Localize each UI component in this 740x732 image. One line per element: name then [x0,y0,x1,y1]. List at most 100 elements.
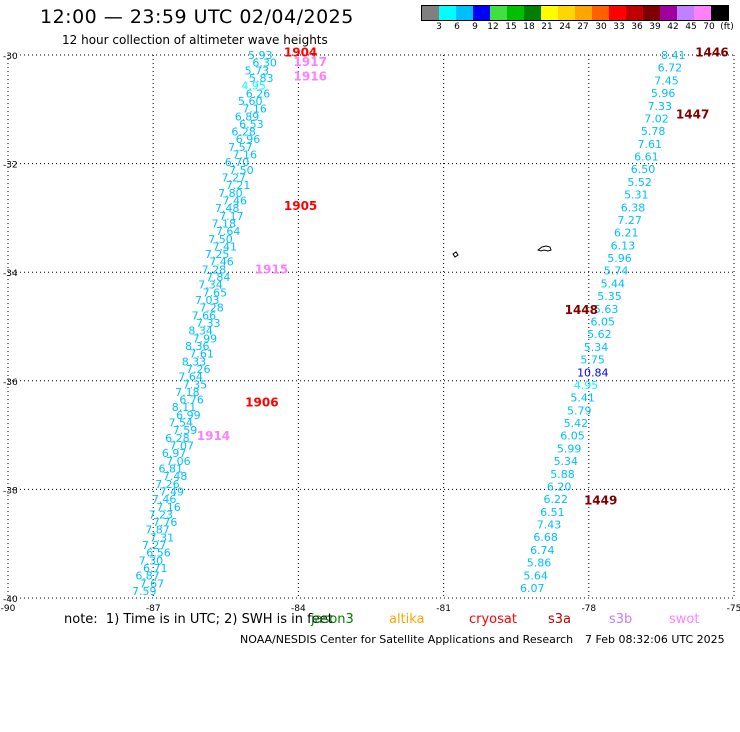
generated-timestamp: 7 Feb 08:32:06 UTC 2025 [585,633,725,646]
wave-height-value: 7.65 [203,286,228,299]
legend-swatch [456,6,473,20]
wave-height-value: 7.61 [189,348,214,361]
legend-swatch [439,6,456,20]
wave-height-value: 6.21 [614,227,639,240]
wave-height-value: 5.63 [594,303,619,316]
satellite-name-swot: swot [669,612,700,627]
legend-label: 9 [472,22,478,32]
legend-swatch [575,6,592,20]
wave-height-value: 5.83 [249,72,274,85]
map-subtitle: 12 hour collection of altimeter wave hei… [62,33,328,47]
wave-height-value: 6.68 [533,531,558,544]
wave-height-value: 7.25 [205,248,230,261]
wave-height-value: 5.99 [557,442,582,455]
wave-height-value: 6.61 [634,151,659,164]
wave-height-value: 7.27 [617,214,642,227]
longitude-label: -87 [146,604,161,614]
wave-height-value: 7.07 [169,440,194,453]
wave-height-value: 7.27 [142,539,167,552]
wave-height-value: 6.20 [547,480,572,493]
wave-height-value: 7.34 [198,279,223,292]
legend-label: 12 [487,22,499,32]
wave-height-value: 8.36 [185,340,210,353]
wave-height-map: -30 -32 -34 -36 -38 -40-90 -87 -84 -81 -78 -75 5.9… [1,45,740,614]
wave-height-value: 6.74 [530,544,555,557]
wave-height-value: 7.84 [206,271,231,284]
wave-height-value: 6.28 [165,432,190,445]
axis-labels: -30 -32 -34 -36 -38 -40-90 -87 -84 -81 -78 -75 [1,52,740,614]
pass-time-label: 1448 [565,303,598,317]
wave-height-value: 8.41 [661,49,686,62]
wave-height-value: 5.52 [627,176,652,189]
wave-height-value: 7.50 [208,233,233,246]
pass-time-label: 1906 [245,396,278,410]
wave-height-value: 7.57 [228,141,253,154]
wave-height-value: 6.30 [252,57,276,70]
note-prefix: note: 1) Time is in UTC; 2) SWH is in fe… [64,612,333,627]
wave-height-value: 5.41 [570,392,595,405]
wave-height-value: 7.16 [232,149,257,162]
wave-height-value: 8.33 [182,355,207,368]
legend-label: 27 [577,22,589,32]
wave-height-value: 8.34 [188,325,213,338]
wave-height-value: 7.87 [145,524,170,537]
wave-height-value: 7.59 [173,424,198,437]
legend-label: 70 [703,22,715,32]
satellite-name-cryosat: cryosat [469,612,517,627]
legend-label: 6 [454,22,460,32]
longitude-label: -81 [436,604,451,614]
note-line: note: 1) Time is in UTC; 2) SWH is in fe… [64,612,740,630]
wave-height-value: 5.79 [567,404,592,417]
legend-swatch [660,6,677,20]
pass-time-label: 1905 [284,199,317,213]
wave-height-value: 6.76 [179,394,204,407]
wave-height-value: 7.17 [219,210,244,223]
wave-height-value: 7.02 [644,112,669,125]
wave-height-value: 6.71 [143,562,168,575]
legend-label: 21 [541,22,553,32]
latitude-label: -40 [3,595,18,605]
wave-height-value: 7.16 [156,501,181,514]
wave-height-value: 5.34 [584,341,609,354]
wave-height-value: 7.03 [195,294,220,307]
wave-height-value: 5.88 [550,468,575,481]
longitude-label: -75 [727,604,740,614]
wave-height-value: 5.42 [564,417,589,430]
legend-swatch [609,6,626,20]
wave-height-value: 7.21 [226,179,251,192]
wave-height-value: 7.18 [175,386,200,399]
pass-time-label: 1904 [284,45,317,59]
color-legend: 3 6 9 12 15 18 21 24 27 30 33 36 39 42 45 70 (ft) [421,5,734,35]
pass-time-label: 1915 [255,262,288,276]
wave-height-value: 7.64 [216,225,241,238]
wave-height-value: 6.99 [176,409,201,422]
island-outline [536,245,552,252]
wave-height-value: 7.28 [202,263,227,276]
wave-height-value: 5.31 [624,189,649,202]
island-outline [452,251,459,258]
wave-height-value: 6.05 [560,430,585,443]
legend-swatch [626,6,643,20]
wave-height-value: 6.38 [621,201,646,214]
legend-label: 36 [631,22,643,32]
wave-height-value: 7.43 [537,519,562,532]
wave-height-value: 7.64 [178,371,203,384]
wave-height-value: 8.11 [172,401,197,414]
legend-swatch [490,6,507,20]
wave-height-value: 7.18 [212,217,237,230]
wave-height-value: 7.33 [648,100,673,113]
wave-height-value: 7.06 [166,455,191,468]
wave-height-value: 6.05 [591,316,616,329]
legend-label: 30 [595,22,607,32]
wave-height-value: 7.27 [221,172,246,185]
wave-height-value: 6.89 [235,110,260,123]
latitude-label: -38 [3,486,18,496]
wave-height-value: 5.96 [607,252,632,265]
wave-height-value: 6.56 [146,547,171,560]
wave-height-value: 4.95 [241,80,266,93]
satellite-name-s3a: s3a [548,612,572,627]
wave-height-value: 6.22 [544,493,569,506]
wave-height-value: 7.61 [638,138,663,151]
map-title: 12:00 — 23:59 UTC 02/04/2025 [40,6,354,28]
